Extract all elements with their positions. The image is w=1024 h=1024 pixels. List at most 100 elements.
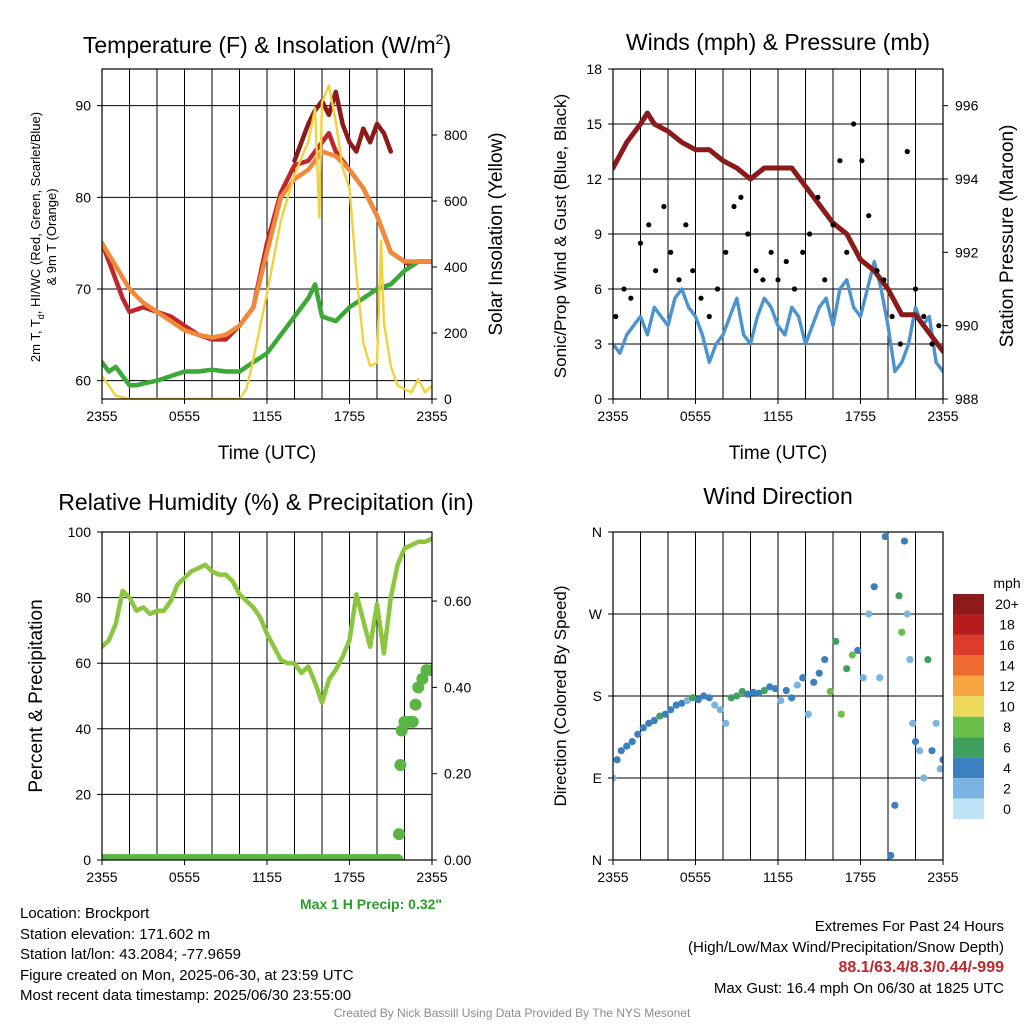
series-line-hi <box>292 89 394 163</box>
gust-point <box>768 249 774 255</box>
direction-point <box>815 669 823 677</box>
gust-point <box>731 203 737 210</box>
y-tick-label: N <box>592 524 602 540</box>
x-tick-label: 2355 <box>86 408 117 424</box>
y2-tick-label: 200 <box>444 325 468 341</box>
y-tick-label: 60 <box>75 655 91 671</box>
direction-point <box>656 712 664 720</box>
direction-point <box>727 694 735 702</box>
direction-point <box>832 637 840 645</box>
gust-point <box>745 231 751 237</box>
gust-point <box>874 268 880 274</box>
x-tick-label: 1755 <box>334 408 365 424</box>
direction-point <box>678 699 686 707</box>
y-tick-label: 20 <box>75 786 91 802</box>
extremes-values: 88.1/63.4/8.3/0.44/-999 <box>838 959 1004 976</box>
gust-point <box>653 268 659 274</box>
y-tick-label: E <box>593 770 602 786</box>
direction-point <box>788 694 796 702</box>
x-tick-label: 2355 <box>597 869 628 885</box>
colorbar: 20+ 18 16 14 12 10 8 6 4 2 0 <box>953 594 1019 819</box>
precip-point <box>394 759 407 772</box>
gust-point <box>822 277 828 283</box>
max-precip-note: Max 1 H Precip: 0.32" <box>300 896 443 912</box>
direction-point <box>939 756 943 764</box>
direction-point <box>705 694 713 702</box>
y-tick-label: 9 <box>594 226 602 242</box>
x-tick-label: 1755 <box>845 408 876 424</box>
direction-point <box>911 737 920 746</box>
colorbar-label: 10 <box>999 699 1015 715</box>
colorbar-cell <box>953 757 984 779</box>
y-tick-label: 15 <box>586 116 602 132</box>
x-tick-label: 2355 <box>927 408 958 424</box>
colorbar-label: 18 <box>999 617 1015 633</box>
extremes-subtitle: (High/Low/Max Wind/Precipitation/Snow De… <box>688 938 1004 956</box>
gust-point <box>714 286 721 292</box>
gust-point <box>698 295 704 301</box>
gust-point <box>929 341 935 347</box>
x-tick-label: 0555 <box>169 869 200 885</box>
temperature-ylabel-left-2: & 9m T (Orange) <box>44 188 59 285</box>
gust-point <box>621 286 627 292</box>
humidity-title: Relative Humidity (%) & Precipitation (i… <box>58 489 473 515</box>
gust-point <box>628 295 634 301</box>
y2-tick-label: 800 <box>444 127 468 143</box>
colorbar-title: mph <box>993 575 1020 591</box>
winds-ylabel-left: Sonic/Prop Wind & Gust (Blue, Black) <box>551 94 570 378</box>
direction-point <box>826 687 834 696</box>
x-tick-label: 1755 <box>334 869 365 885</box>
direction-point <box>700 692 708 700</box>
x-tick-label: 1155 <box>763 408 793 424</box>
gust-point <box>753 268 759 274</box>
colorbar-cell <box>953 594 984 615</box>
y-tick-label: 40 <box>75 721 91 737</box>
precip-point <box>391 854 404 860</box>
x-tick-label: 0555 <box>680 869 711 885</box>
recent-text: Most recent data timestamp: 2025/06/30 2… <box>20 987 352 1004</box>
gust-point <box>791 286 798 292</box>
direction-point <box>722 719 730 727</box>
gust-point <box>921 313 927 320</box>
gust-point <box>897 341 903 347</box>
y-tick-label: S <box>593 688 602 704</box>
gust-point <box>668 249 674 255</box>
direction-point <box>936 765 943 773</box>
colorbar-label: 0 <box>1003 801 1011 817</box>
colorbar-cell <box>953 778 984 799</box>
series-line-solar <box>102 84 432 399</box>
y-tick-label: 6 <box>594 281 602 297</box>
series-line-9m-t <box>102 149 432 340</box>
direction-ylabel-left: Direction (Colored By Speed) <box>551 585 570 806</box>
direction-point <box>881 532 889 541</box>
gust-point <box>706 313 712 320</box>
gust-point <box>866 213 872 219</box>
direction-point <box>799 674 807 682</box>
colorbar-label: 16 <box>999 637 1015 653</box>
direction-point <box>848 651 856 659</box>
direction-point <box>613 756 621 764</box>
direction-point <box>672 701 680 709</box>
direction-point <box>895 592 903 600</box>
temperature-ylabel-left: 2m T, Td, HI/WC (Red, Green, Scarlet/Blu… <box>28 112 46 362</box>
direction-point <box>716 706 724 714</box>
x-tick-label: 1155 <box>252 408 282 424</box>
y2-tick-label: 992 <box>955 244 979 260</box>
y2-tick-label: 988 <box>955 391 979 407</box>
gust-point <box>683 222 689 228</box>
colorbar-cell <box>953 716 984 738</box>
direction-point <box>859 674 867 682</box>
colorbar-label: 6 <box>1003 739 1011 755</box>
direction-point <box>891 801 899 809</box>
y-tick-label: 90 <box>75 98 91 114</box>
colorbar-label: 20+ <box>995 596 1019 612</box>
x-tick-label: 2355 <box>416 408 447 424</box>
plot-area <box>102 536 432 860</box>
gust-point <box>783 258 789 265</box>
series-line-pressure <box>613 110 943 354</box>
latlon-text: Station lat/lon: 43.2084; -77.9659 <box>20 946 242 963</box>
direction-point <box>689 694 697 702</box>
colorbar-cell <box>953 655 984 676</box>
direction-point <box>909 719 917 727</box>
